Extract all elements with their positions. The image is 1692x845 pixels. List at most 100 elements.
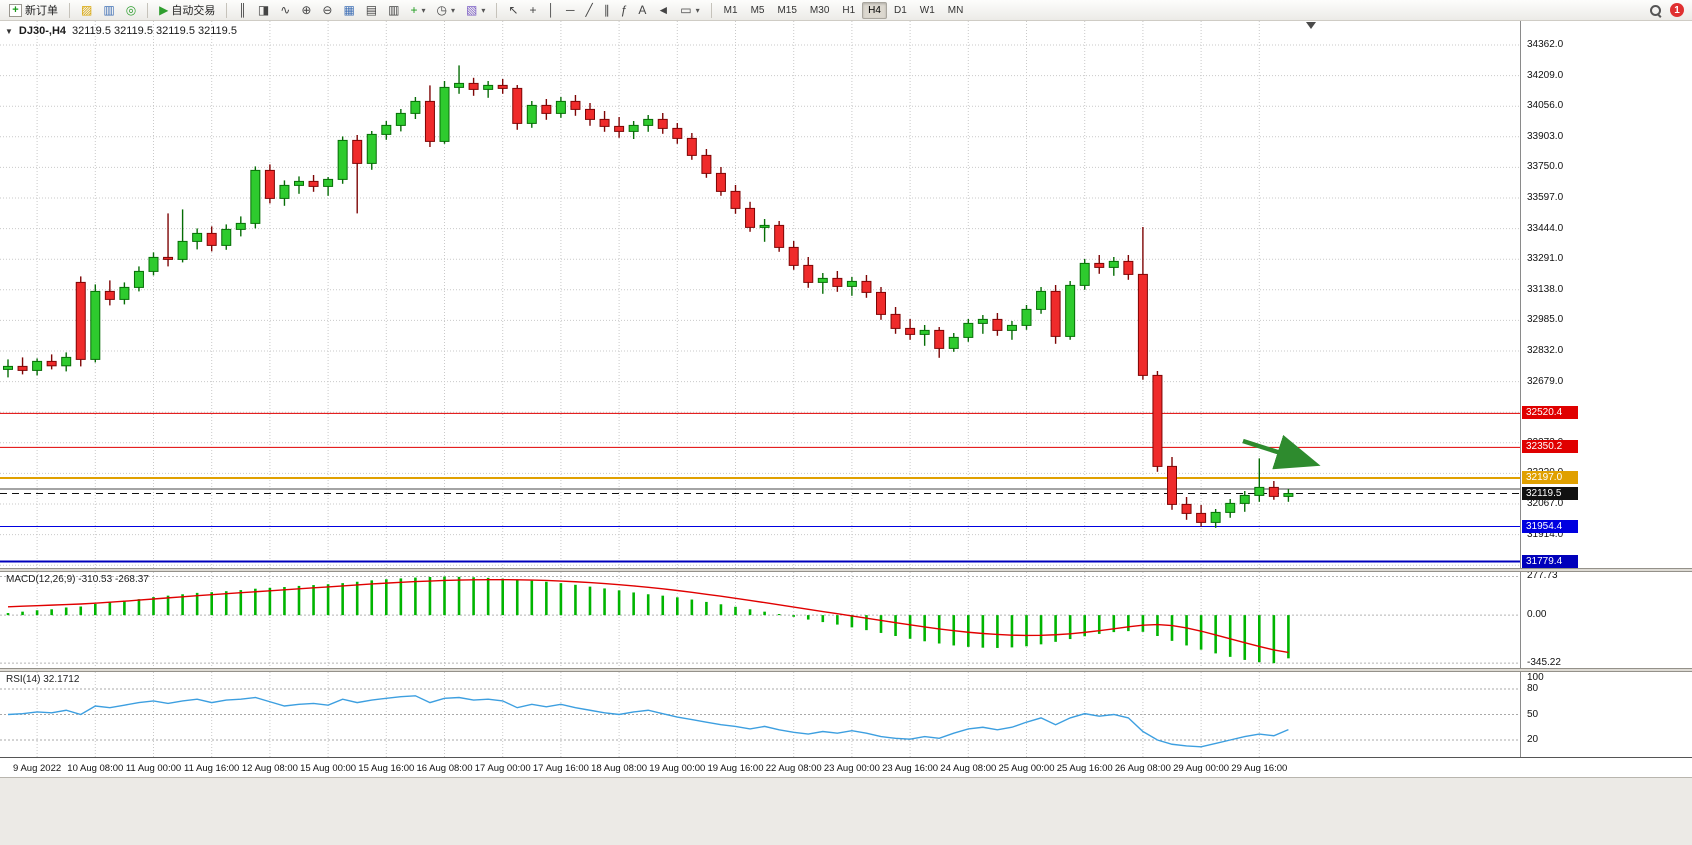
price-axis-label: 32679.0: [1527, 375, 1564, 387]
timeframe-w1-button[interactable]: W1: [919, 4, 935, 16]
rsi-header: RSI(14) 32.1712: [6, 674, 80, 685]
shapes-icon: ▭: [680, 3, 692, 17]
price-axis-label: 33903.0: [1527, 130, 1564, 142]
main-chart[interactable]: ▼ DJ30-,H4 32119.5 32119.5 32119.5 32119…: [0, 21, 1520, 568]
price-level-badge: 32119.5: [1522, 486, 1578, 500]
notification-badge[interactable]: 1: [1670, 3, 1684, 17]
text-button[interactable]: A: [633, 1, 651, 20]
macd-axis-label: -345.22: [1527, 657, 1561, 669]
zoom-in-button[interactable]: ⊕: [296, 1, 316, 20]
rsi-axis-label: 80: [1527, 683, 1539, 694]
time-axis[interactable]: 9 Aug 2022 10 Aug 08:00 11 Aug 00:00 11 Aug…: [0, 757, 1692, 777]
time-axis-label: 12 Aug 08:00: [241, 763, 298, 774]
line-chart-button[interactable]: ∿: [275, 1, 295, 20]
profiles-button[interactable]: ▥: [98, 1, 119, 20]
dropdown-arrow-icon: ▾: [695, 5, 700, 15]
price-axis-label: 33444.0: [1527, 222, 1564, 234]
zoom-out-icon: ⊖: [322, 3, 333, 17]
shapes-button[interactable]: ▭ ▾: [675, 1, 704, 20]
price-axis[interactable]: 34362.0 34209.0 34056.0 33903.0 33750.0 33597…: [1520, 21, 1692, 757]
price-axis-label: 34362.0: [1527, 39, 1564, 50]
vertical-line-button[interactable]: │: [542, 1, 560, 20]
timeframe-m5-button[interactable]: M5: [750, 4, 765, 16]
price-axis-label: 33750.0: [1527, 161, 1564, 173]
timeframe-m15-button[interactable]: M15: [777, 4, 797, 16]
time-axis-label: 29 Aug 16:00: [1231, 763, 1288, 774]
line-chart-icon: ∿: [280, 3, 291, 17]
crosshair-button[interactable]: +: [524, 1, 541, 20]
bar-chart-button[interactable]: ║: [233, 1, 252, 20]
timeframe-h4-button[interactable]: H4: [862, 1, 887, 19]
auto-trading-button[interactable]: ▶ 自动交易: [154, 1, 220, 20]
tile-windows-button[interactable]: ▦: [338, 1, 359, 20]
bar-chart-icon: ║: [238, 3, 247, 17]
zoom-out-button[interactable]: ⊖: [317, 1, 337, 20]
fibonacci-icon: ƒ: [620, 3, 628, 17]
tile-windows-icon: ▦: [343, 3, 355, 17]
candlestick-chart-canvas[interactable]: [0, 21, 1520, 568]
crosshair-icon: +: [529, 3, 537, 17]
cascade-windows-icon: ▤: [365, 3, 378, 17]
price-axis-label: 31914.0: [1527, 528, 1564, 540]
auto-trading-icon: ▶: [159, 3, 169, 17]
templates-icon: ▧: [466, 3, 478, 17]
price-axis-label: 33138.0: [1527, 283, 1564, 295]
search-icon[interactable]: [1648, 3, 1662, 17]
price-axis-label: 33291.0: [1527, 253, 1564, 265]
cursor-icon: ↖: [508, 3, 519, 17]
time-axis-label: 11 Aug 16:00: [184, 763, 240, 774]
indicators-button[interactable]: + ▾: [405, 1, 430, 20]
macd-axis-label: 0.00: [1527, 609, 1547, 621]
navigator-button[interactable]: ◎: [121, 1, 141, 20]
timeframe-m30-button[interactable]: M30: [809, 4, 830, 16]
time-axis-label: 29 Aug 00:00: [1173, 763, 1230, 774]
fibonacci-button[interactable]: ƒ: [616, 1, 633, 20]
rsi-axis-label: 20: [1527, 734, 1539, 745]
cascade-windows-button[interactable]: ▤: [361, 1, 382, 20]
price-level-badge: 32520.4: [1522, 406, 1578, 420]
text-label-button[interactable]: ◄: [652, 1, 674, 20]
timeframe-h1-button[interactable]: H1: [842, 4, 856, 16]
periods-button[interactable]: ◷ ▾: [432, 1, 461, 20]
rsi-canvas: [0, 672, 1520, 757]
templates-button[interactable]: ▧ ▾: [461, 1, 490, 20]
time-axis-label: 15 Aug 16:00: [358, 763, 415, 774]
new-order-button[interactable]: + 新订单: [4, 1, 63, 20]
candlestick-chart-button[interactable]: ◨: [253, 1, 274, 20]
timeframe-d1-button[interactable]: D1: [893, 4, 907, 16]
timeframe-mn-button[interactable]: MN: [947, 4, 964, 16]
horizontal-line-button[interactable]: ─: [561, 1, 580, 20]
time-axis-label: 26 Aug 08:00: [1114, 763, 1171, 774]
price-axis-label: 32985.0: [1527, 314, 1564, 326]
text-icon: A: [638, 3, 647, 17]
macd-panel[interactable]: MACD(12,26,9) -310.53 -268.37: [0, 572, 1520, 668]
chart-ohlc-values: 32119.5 32119.5 32119.5 32119.5: [72, 25, 237, 37]
time-axis-label: 22 Aug 08:00: [765, 763, 822, 774]
charts-folder-button[interactable]: ▨: [76, 1, 97, 20]
one-click-trading-arrow-icon[interactable]: ▼: [5, 26, 13, 36]
price-axis-label: 34056.0: [1527, 100, 1564, 112]
trendline-button[interactable]: ╱: [580, 1, 597, 20]
macd-panel-divider[interactable]: [0, 568, 1692, 572]
price-level-badge: 31954.4: [1522, 519, 1578, 533]
time-axis-label: 17 Aug 16:00: [532, 763, 589, 774]
rsi-panel[interactable]: RSI(14) 32.1712: [0, 672, 1520, 757]
price-level-badge: 32197.0: [1522, 471, 1578, 484]
dropdown-arrow-icon: ▾: [451, 5, 456, 15]
rsi-panel-divider[interactable]: [0, 668, 1692, 672]
time-axis-label: 25 Aug 16:00: [1056, 763, 1113, 774]
time-axis-label: 9 Aug 2022: [13, 763, 62, 774]
cursor-button[interactable]: ↖: [503, 1, 523, 20]
timeframe-m1-button[interactable]: M1: [723, 4, 738, 16]
periods-icon: ◷: [436, 3, 447, 17]
auto-arrange-button[interactable]: ▥: [383, 1, 404, 20]
indicators-icon: +: [410, 3, 418, 17]
time-axis-label: 17 Aug 00:00: [474, 763, 531, 774]
rsi-axis-label: 100: [1527, 672, 1544, 683]
time-axis-label: 18 Aug 08:00: [591, 763, 648, 774]
equidistant-channel-button[interactable]: ∥: [599, 1, 615, 20]
chart-shift-marker[interactable]: [1306, 22, 1316, 29]
zoom-in-icon: ⊕: [301, 3, 312, 17]
price-axis-label: 32067.0: [1527, 498, 1564, 509]
